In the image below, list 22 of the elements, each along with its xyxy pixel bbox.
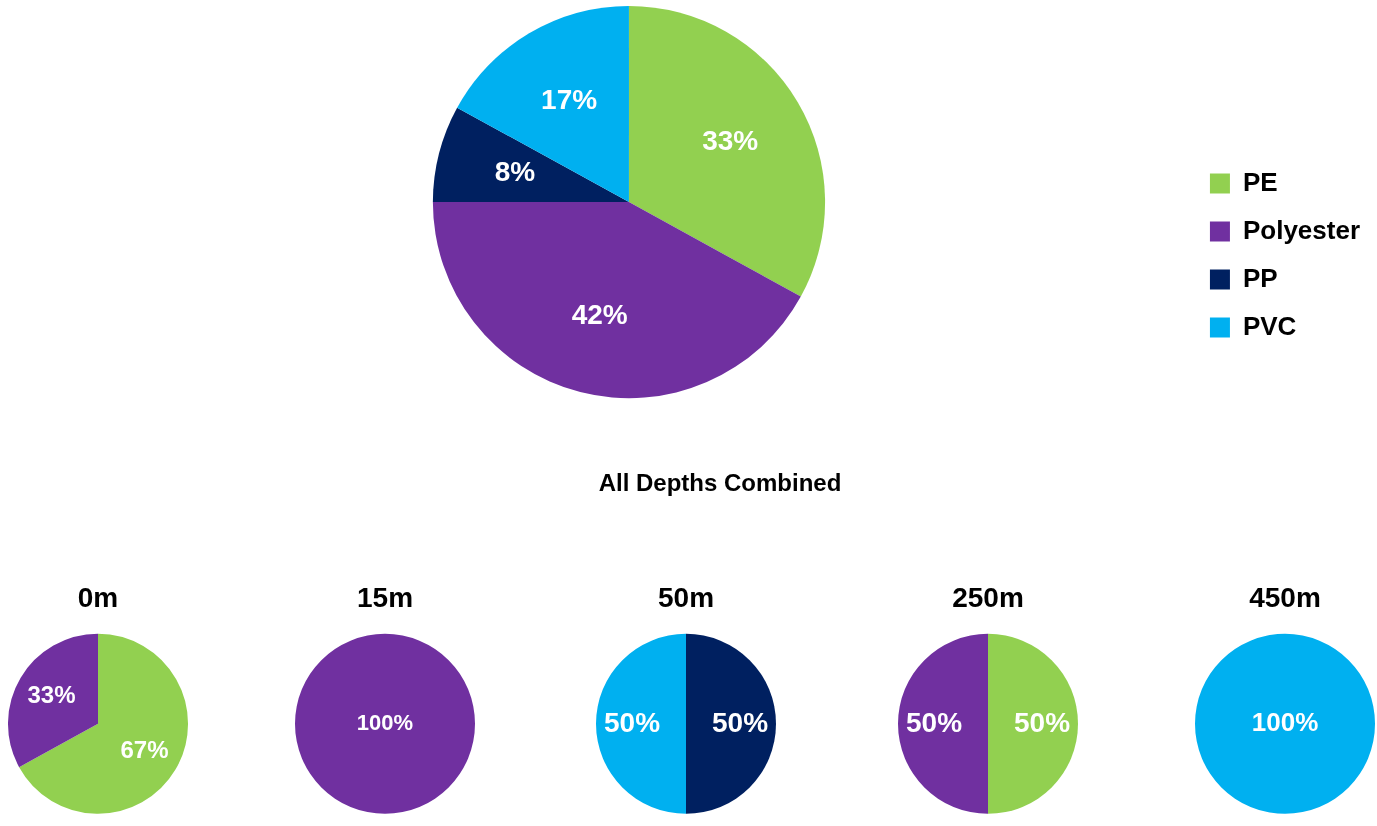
- data-label: 50%: [603, 706, 661, 738]
- data-label: 50%: [905, 706, 963, 738]
- data-label: 67%: [120, 735, 169, 763]
- legend-label: PP: [1242, 262, 1278, 293]
- data-label: 42%: [571, 298, 628, 330]
- data-label: 17%: [541, 83, 598, 115]
- data-label: 33%: [27, 680, 76, 708]
- legend-label: Polyester: [1242, 214, 1361, 245]
- chart-title: 250m: [952, 581, 1024, 613]
- data-label: 50%: [1013, 706, 1071, 738]
- legend-label: PVC: [1242, 310, 1297, 341]
- chart-title: 0m: [77, 581, 119, 613]
- chart-title: 450m: [1249, 581, 1321, 613]
- data-label: 33%: [702, 124, 759, 156]
- data-label: 100%: [356, 709, 414, 735]
- data-label: 50%: [711, 706, 769, 738]
- legend-label: PE: [1242, 166, 1278, 197]
- data-label: 8%: [494, 155, 536, 187]
- chart-title: 50m: [657, 581, 715, 613]
- text: All Depths Combined: [598, 469, 842, 497]
- chart-title: 15m: [356, 581, 414, 613]
- data-label: 100%: [1251, 706, 1319, 737]
